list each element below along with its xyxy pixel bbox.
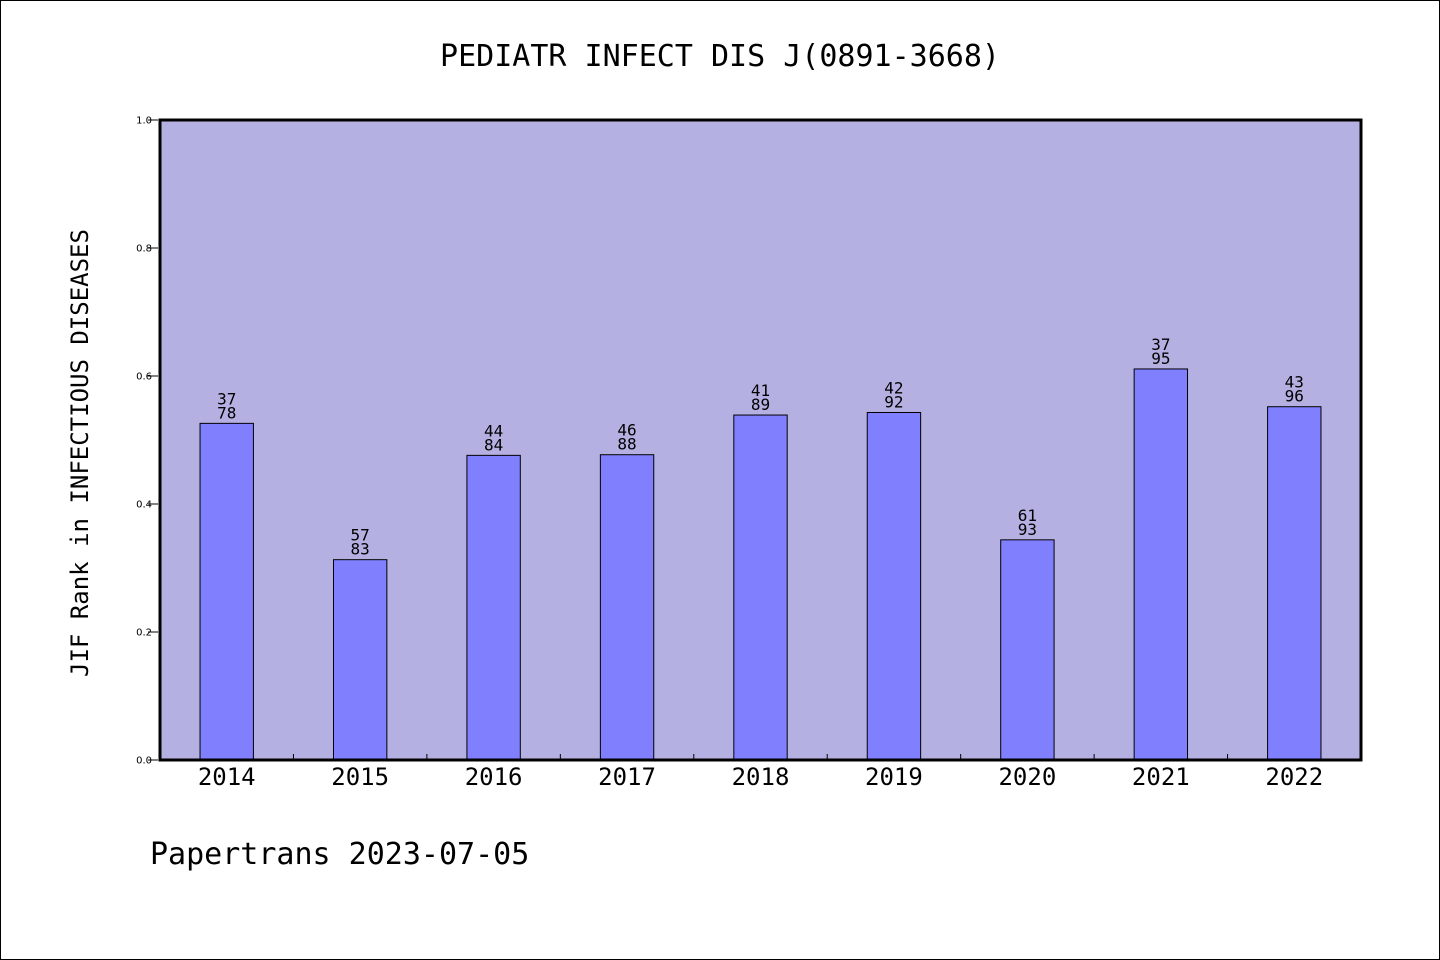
bar-total-label: 83: [351, 540, 370, 559]
y-tick-label: 0.4: [136, 500, 152, 511]
x-tick-label: 2020: [998, 763, 1056, 791]
bar: [1267, 406, 1322, 761]
bar: [1000, 539, 1055, 761]
y-tick-label: 1.0: [136, 116, 152, 127]
bar: [199, 422, 254, 761]
x-tick-label: 2021: [1132, 763, 1190, 791]
bar-total-label: 95: [1151, 349, 1170, 368]
bar-rank-label: 37: [1151, 335, 1170, 354]
y-tick-label: 0.2: [136, 628, 152, 639]
y-tick-label: 0.6: [136, 372, 152, 383]
bar-rank-label: 57: [351, 526, 370, 545]
x-tick-label: 2017: [598, 763, 656, 791]
bar-total-label: 88: [617, 435, 636, 454]
bar: [599, 454, 655, 761]
x-tick-label: 2022: [1265, 763, 1323, 791]
x-tick-label: 2014: [198, 763, 256, 791]
bar-rank-label: 44: [484, 421, 503, 440]
x-tick-label: 2015: [331, 763, 389, 791]
bar-total-label: 92: [884, 392, 903, 411]
bar-total-label: 96: [1285, 387, 1304, 406]
y-tick-label: 0.8: [136, 244, 152, 255]
chart-title: PEDIATR INFECT DIS J(0891-3668): [440, 39, 1000, 74]
bar: [466, 454, 521, 761]
bar-rank-label: 43: [1285, 373, 1304, 392]
bar-rank-label: 61: [1018, 506, 1037, 525]
bar: [1133, 368, 1189, 761]
bar-rank-label: 37: [217, 389, 236, 408]
bar: [733, 414, 788, 761]
x-tick-label: 2016: [465, 763, 523, 791]
footer-text: Papertrans 2023-07-05: [150, 837, 529, 872]
bar-rank-label: 42: [884, 378, 903, 397]
bar: [332, 559, 388, 761]
bar-total-label: 93: [1018, 520, 1037, 539]
bar-total-label: 89: [751, 395, 770, 414]
bar-rank-label: 46: [617, 421, 636, 440]
x-tick-label: 2018: [732, 763, 790, 791]
plot-border: [158, 118, 1363, 762]
x-axis: 2014 2015 2016 2017 2018 2019 2020 2021 2022: [198, 754, 1323, 791]
bar-total-label: 78: [217, 403, 236, 422]
bar-total-label: 84: [484, 435, 503, 454]
y-axis: 0.0 0.2 0.4 0.6 0.8 1.0: [136, 116, 158, 767]
bar-rank-label: 41: [751, 381, 770, 400]
bar: [866, 411, 922, 761]
y-tick-label: 0.0: [136, 756, 152, 767]
y-axis-label: JIF Rank in INFECTIOUS DISEASES: [66, 229, 94, 677]
bar-series: [199, 368, 1322, 761]
x-tick-label: 2019: [865, 763, 923, 791]
